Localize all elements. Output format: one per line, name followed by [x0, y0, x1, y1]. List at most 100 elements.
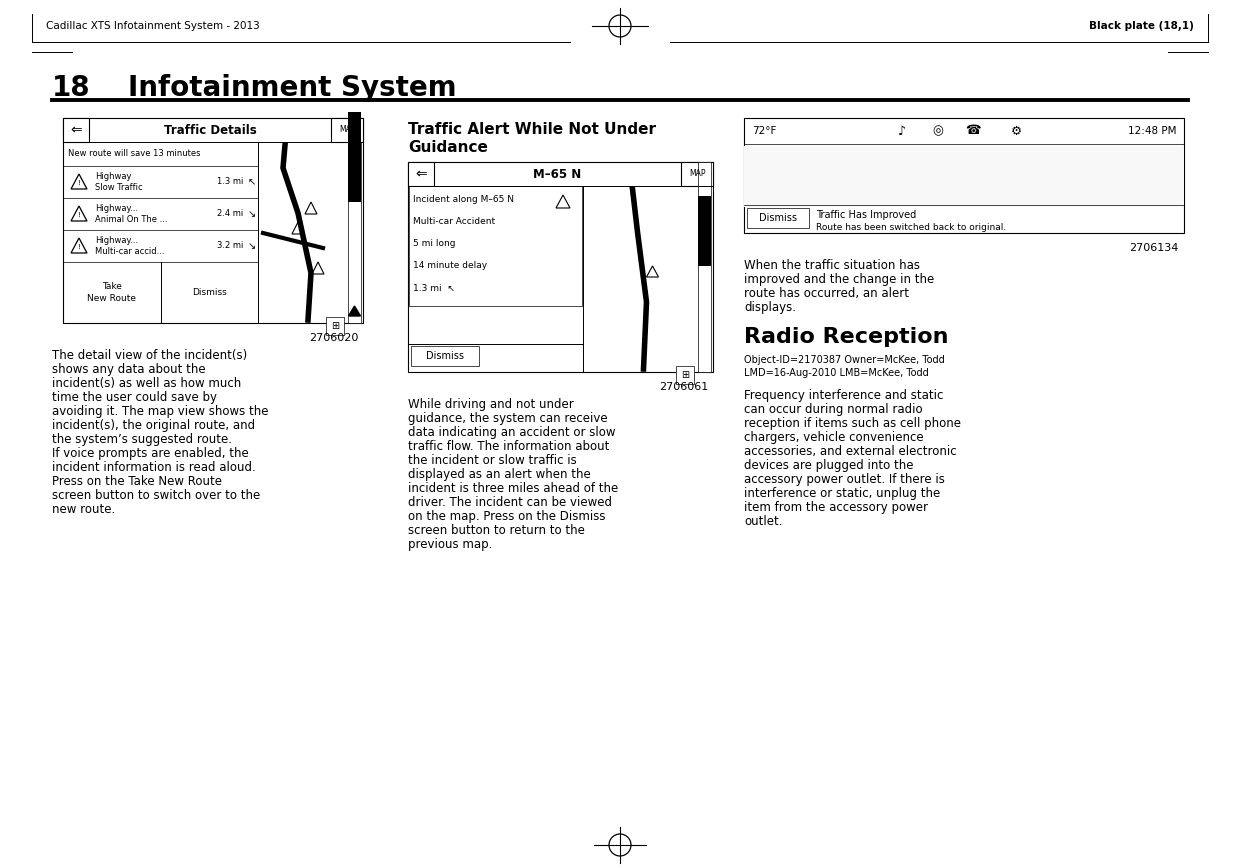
Text: !: !: [78, 244, 81, 250]
Text: displays.: displays.: [744, 301, 796, 314]
Text: MAP: MAP: [688, 169, 706, 179]
Polygon shape: [71, 238, 87, 253]
Text: improved and the change in the: improved and the change in the: [744, 273, 934, 286]
Text: 5 mi long: 5 mi long: [413, 240, 455, 248]
Text: screen button to switch over to the: screen button to switch over to the: [52, 489, 260, 502]
Text: the system’s suggested route.: the system’s suggested route.: [52, 433, 232, 446]
Text: Multi-car Accident: Multi-car Accident: [413, 218, 495, 227]
Text: 18: 18: [52, 74, 91, 102]
Text: Infotainment System: Infotainment System: [128, 74, 456, 102]
Text: ◎: ◎: [932, 124, 944, 137]
Text: !: !: [78, 212, 81, 218]
Text: ↘: ↘: [248, 241, 257, 251]
Polygon shape: [646, 266, 658, 277]
Bar: [410, 346, 479, 366]
Text: incident(s) as well as how much: incident(s) as well as how much: [52, 377, 242, 390]
Text: previous map.: previous map.: [408, 538, 492, 551]
Text: ↘: ↘: [248, 209, 257, 219]
Text: Guidance: Guidance: [408, 140, 487, 155]
Text: 72°F: 72°F: [751, 126, 776, 136]
Text: ☎: ☎: [965, 124, 981, 137]
Bar: [744, 118, 1184, 233]
Text: While driving and not under: While driving and not under: [408, 398, 574, 411]
Text: new route.: new route.: [52, 503, 115, 516]
Text: the incident or slow traffic is: the incident or slow traffic is: [408, 454, 577, 467]
Polygon shape: [556, 195, 570, 208]
Bar: [408, 162, 713, 372]
Text: traffic flow. The information about: traffic flow. The information about: [408, 440, 609, 453]
Text: data indicating an accident or slow: data indicating an accident or slow: [408, 426, 615, 439]
Text: accessory power outlet. If there is: accessory power outlet. If there is: [744, 473, 945, 486]
Bar: [331, 118, 363, 142]
Text: ⊞: ⊞: [681, 370, 689, 380]
Text: 2706134: 2706134: [1130, 243, 1179, 253]
Text: Traffic Has Improved: Traffic Has Improved: [816, 210, 916, 220]
Text: 2706020: 2706020: [309, 333, 358, 343]
Bar: [326, 317, 343, 335]
Text: ♪: ♪: [899, 124, 906, 137]
Text: driver. The incident can be viewed: driver. The incident can be viewed: [408, 496, 613, 509]
Text: Press on the Take New Route: Press on the Take New Route: [52, 475, 222, 488]
Text: interference or static, unplug the: interference or static, unplug the: [744, 487, 940, 500]
Text: M–65 N: M–65 N: [533, 168, 582, 181]
Polygon shape: [71, 206, 87, 221]
Text: 14 minute delay: 14 minute delay: [413, 261, 487, 271]
Text: ⇐: ⇐: [71, 123, 82, 137]
Text: The detail view of the incident(s): The detail view of the incident(s): [52, 349, 247, 362]
Bar: [63, 118, 89, 142]
Text: Highway...
Multi-car accid...: Highway... Multi-car accid...: [95, 235, 165, 256]
Text: Traffic Alert While Not Under: Traffic Alert While Not Under: [408, 122, 656, 137]
Text: Black plate (18,1): Black plate (18,1): [1089, 21, 1194, 31]
Bar: [63, 118, 363, 323]
Text: Take
New Route: Take New Route: [87, 282, 136, 303]
Text: When the traffic situation has: When the traffic situation has: [744, 259, 920, 272]
Text: 2.4 mi: 2.4 mi: [217, 209, 243, 219]
Text: 2706061: 2706061: [658, 382, 708, 392]
Bar: [698, 162, 711, 372]
Text: ↖: ↖: [248, 177, 257, 187]
Text: reception if items such as cell phone: reception if items such as cell phone: [744, 417, 961, 430]
Text: LMD=16-Aug-2010 LMB=McKee, Todd: LMD=16-Aug-2010 LMB=McKee, Todd: [744, 368, 929, 378]
Text: MAP: MAP: [339, 126, 355, 135]
Text: Dismiss: Dismiss: [759, 213, 797, 223]
Text: shows any data about the: shows any data about the: [52, 363, 206, 376]
Text: time the user could save by: time the user could save by: [52, 391, 217, 404]
Bar: [409, 186, 582, 306]
Text: ⊞: ⊞: [331, 321, 339, 331]
Text: !: !: [78, 180, 81, 186]
Text: accessories, and external electronic: accessories, and external electronic: [744, 445, 956, 458]
Text: Route has been switched back to original.: Route has been switched back to original…: [816, 222, 1006, 232]
Text: incident is three miles ahead of the: incident is three miles ahead of the: [408, 482, 619, 495]
Text: 12:48 PM: 12:48 PM: [1127, 126, 1176, 136]
Bar: [698, 196, 711, 266]
Bar: [348, 142, 361, 323]
Text: Radio Reception: Radio Reception: [744, 327, 949, 347]
Text: Dismiss: Dismiss: [427, 351, 464, 361]
Text: ⇐: ⇐: [415, 167, 427, 181]
Text: If voice prompts are enabled, the: If voice prompts are enabled, the: [52, 447, 249, 460]
Polygon shape: [305, 202, 317, 214]
Text: outlet.: outlet.: [744, 515, 782, 528]
Polygon shape: [348, 149, 361, 159]
Text: Highway...
Animal On The ...: Highway... Animal On The ...: [95, 204, 167, 225]
Text: guidance, the system can receive: guidance, the system can receive: [408, 412, 608, 425]
Text: 1.3 mi  ↖: 1.3 mi ↖: [413, 284, 455, 293]
Polygon shape: [291, 222, 304, 234]
Text: Highway
Slow Traffic: Highway Slow Traffic: [95, 172, 143, 193]
Text: devices are plugged into the: devices are plugged into the: [744, 459, 914, 472]
Text: displayed as an alert when the: displayed as an alert when the: [408, 468, 590, 481]
Text: incident(s), the original route, and: incident(s), the original route, and: [52, 419, 255, 432]
Text: Traffic Details: Traffic Details: [164, 123, 257, 136]
Text: Incident along M–65 N: Incident along M–65 N: [413, 195, 515, 205]
Text: incident information is read aloud.: incident information is read aloud.: [52, 461, 255, 474]
Bar: [746, 208, 808, 228]
Bar: [348, 112, 361, 202]
Text: Cadillac XTS Infotainment System - 2013: Cadillac XTS Infotainment System - 2013: [46, 21, 259, 31]
Text: New route will save 13 minutes: New route will save 13 minutes: [68, 149, 201, 159]
Text: can occur during normal radio: can occur during normal radio: [744, 403, 923, 416]
Text: Object-ID=2170387 Owner=McKee, Todd: Object-ID=2170387 Owner=McKee, Todd: [744, 355, 945, 365]
Text: 3.2 mi: 3.2 mi: [217, 241, 243, 251]
Text: screen button to return to the: screen button to return to the: [408, 524, 585, 537]
Text: route has occurred, an alert: route has occurred, an alert: [744, 287, 909, 300]
Text: chargers, vehicle convenience: chargers, vehicle convenience: [744, 431, 924, 444]
